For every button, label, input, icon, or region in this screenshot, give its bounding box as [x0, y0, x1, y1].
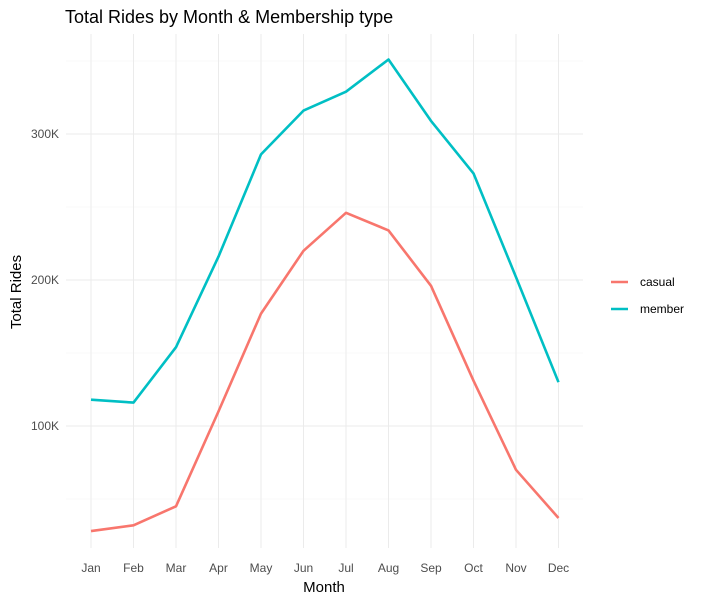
series-line-member [90, 58, 560, 404]
x-tick-label-nov: Nov [505, 561, 526, 575]
x-tick-label-aug: Aug [378, 561, 399, 575]
chart-title: Total Rides by Month & Membership type [65, 7, 393, 27]
series-lines [90, 58, 560, 533]
grid [66, 34, 583, 548]
y-axis-ticks: 100K 200K 300K [31, 127, 59, 433]
x-tick-label-jul: Jul [338, 561, 353, 575]
x-tick-label-sep: Sep [420, 561, 442, 575]
y-tick-label-0: 100K [31, 419, 59, 433]
y-axis-title: Total Rides [8, 255, 25, 329]
series-line-casual [90, 211, 560, 533]
x-axis-ticks: Jan Feb Mar Apr May Jun Jul Aug Sep Oct Nov Dec [81, 561, 569, 575]
x-axis-title: Month [303, 579, 345, 596]
legend: casual member [611, 275, 684, 316]
x-tick-label-oct: Oct [464, 561, 483, 575]
x-tick-label-may: May [250, 561, 273, 575]
x-tick-label-mar: Mar [166, 561, 187, 575]
x-tick-label-jan: Jan [81, 561, 100, 575]
x-tick-label-apr: Apr [209, 561, 228, 575]
x-tick-label-dec: Dec [548, 561, 569, 575]
legend-label-casual: casual [640, 275, 675, 289]
y-tick-label-1: 200K [31, 273, 59, 287]
y-tick-label-2: 300K [31, 127, 59, 141]
x-tick-label-feb: Feb [123, 561, 144, 575]
x-tick-label-jun: Jun [294, 561, 313, 575]
legend-label-member: member [640, 302, 684, 316]
